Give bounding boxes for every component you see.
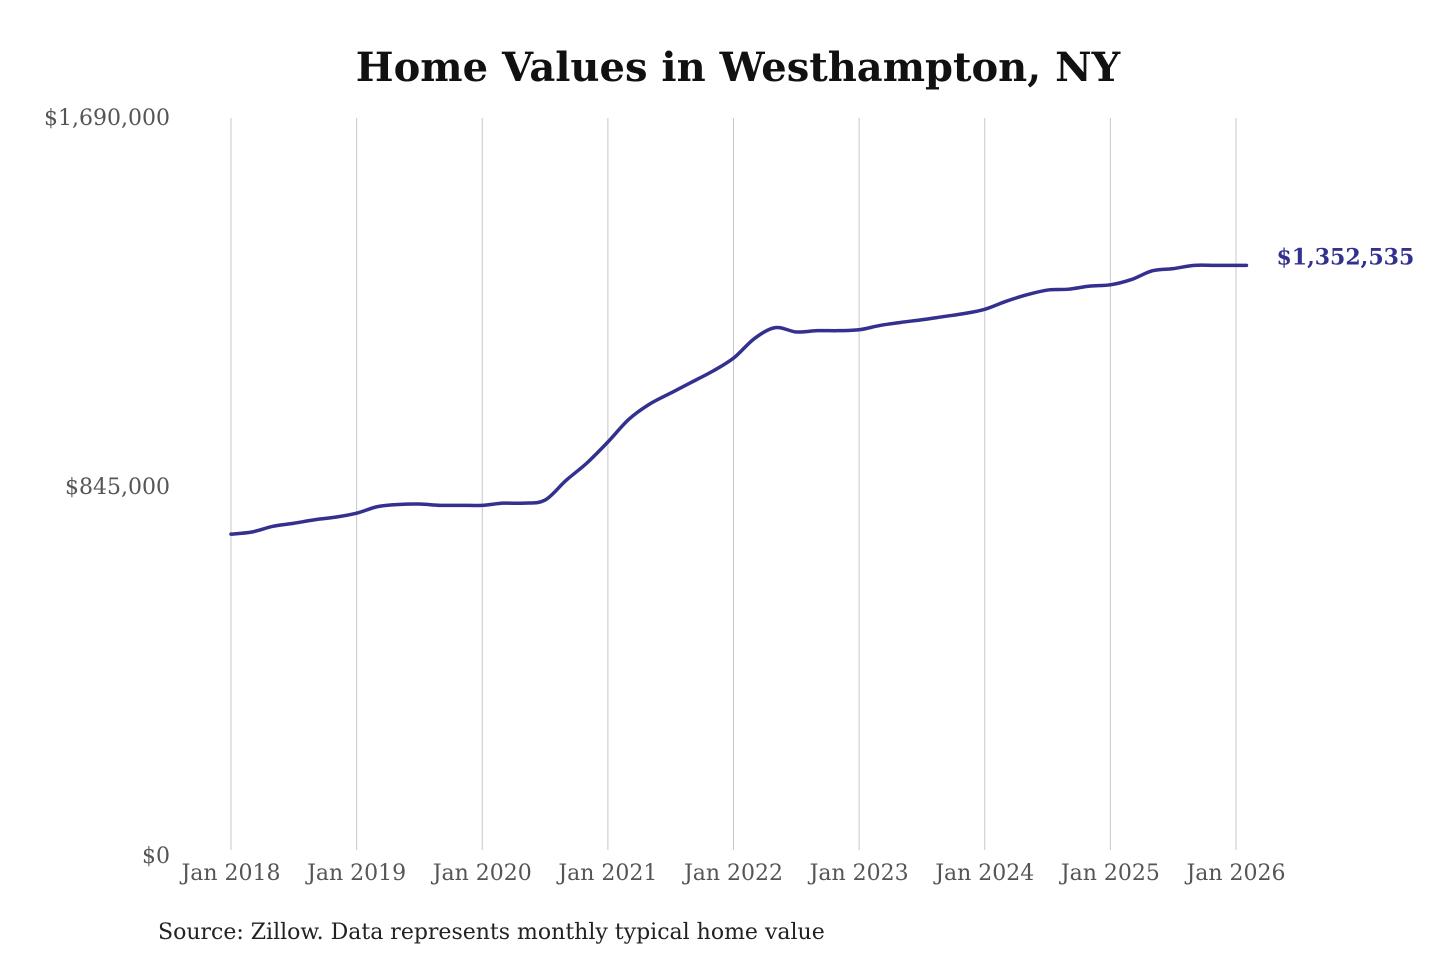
x-tick-label: Jan 2021	[556, 861, 657, 886]
x-tick-label: Jan 2026	[1184, 861, 1285, 886]
chart-title: Home Values in Westhampton, NY	[356, 44, 1121, 91]
x-tick-label: Jan 2019	[305, 861, 406, 886]
x-tick-label: Jan 2024	[933, 861, 1034, 886]
series-layer	[229, 263, 1249, 536]
x-tick-label: Jan 2020	[431, 861, 532, 886]
x-tick-label: Jan 2023	[808, 861, 909, 886]
home-value-line	[229, 263, 1249, 536]
x-tick-label: Jan 2025	[1059, 861, 1160, 886]
gridlines	[230, 118, 1237, 850]
y-tick-label: $1,690,000	[44, 106, 170, 131]
x-tick-label: Jan 2018	[179, 861, 280, 886]
end-value-label: $1,352,535	[1276, 244, 1414, 270]
y-tick-label: $0	[142, 844, 170, 869]
x-axis-tick-labels: Jan 2018 Jan 2019 Jan 2020 Jan 2021 Jan 2022…	[179, 861, 1285, 886]
source-note: Source: Zillow. Data represents monthly …	[158, 920, 825, 945]
y-tick-label: $845,000	[65, 475, 170, 500]
x-tick-label: Jan 2022	[682, 861, 783, 886]
y-axis-tick-labels: $0 $845,000 $1,690,000	[44, 106, 170, 869]
